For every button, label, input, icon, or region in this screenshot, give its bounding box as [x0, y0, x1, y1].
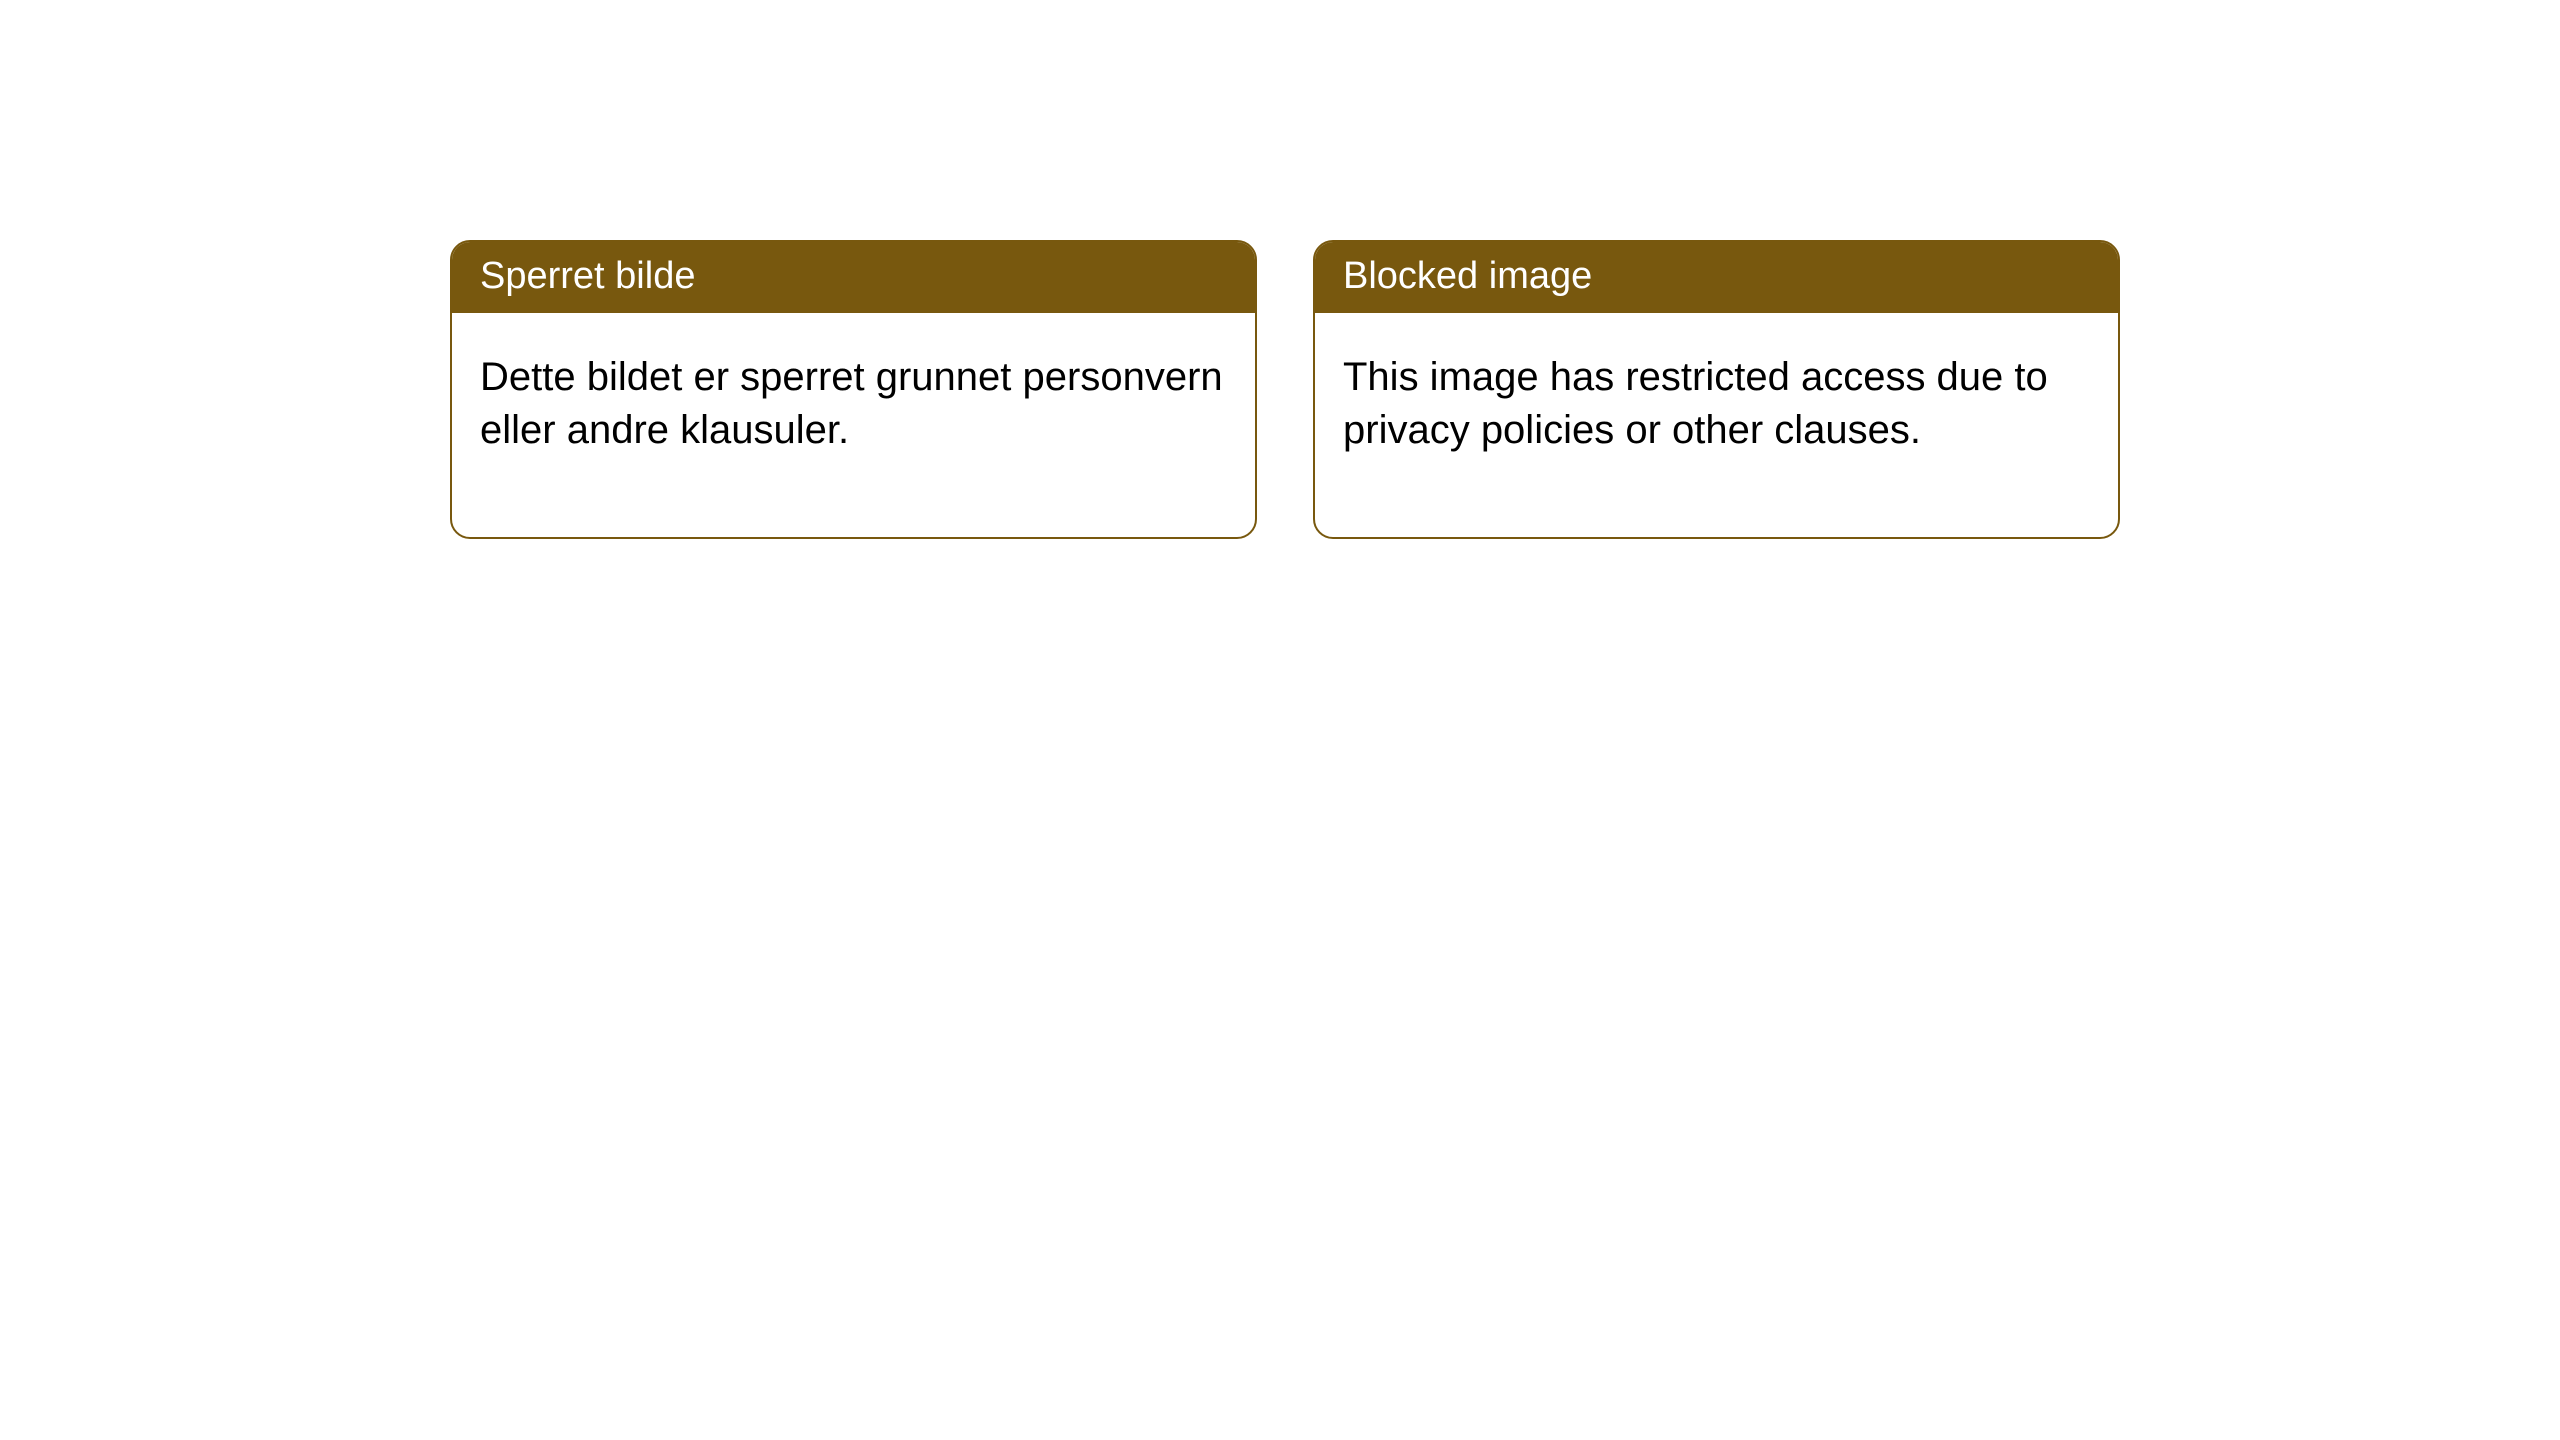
- notice-header: Sperret bilde: [452, 242, 1255, 313]
- notice-title: Blocked image: [1343, 255, 1592, 297]
- notice-header: Blocked image: [1315, 242, 2118, 313]
- notice-body: This image has restricted access due to …: [1315, 313, 2118, 537]
- notice-card-norwegian: Sperret bilde Dette bildet er sperret gr…: [450, 240, 1257, 539]
- notice-body: Dette bildet er sperret grunnet personve…: [452, 313, 1255, 537]
- notice-title: Sperret bilde: [480, 255, 695, 297]
- notice-container: Sperret bilde Dette bildet er sperret gr…: [0, 0, 2560, 539]
- notice-text: Dette bildet er sperret grunnet personve…: [480, 355, 1223, 452]
- notice-card-english: Blocked image This image has restricted …: [1313, 240, 2120, 539]
- notice-text: This image has restricted access due to …: [1343, 355, 2048, 452]
